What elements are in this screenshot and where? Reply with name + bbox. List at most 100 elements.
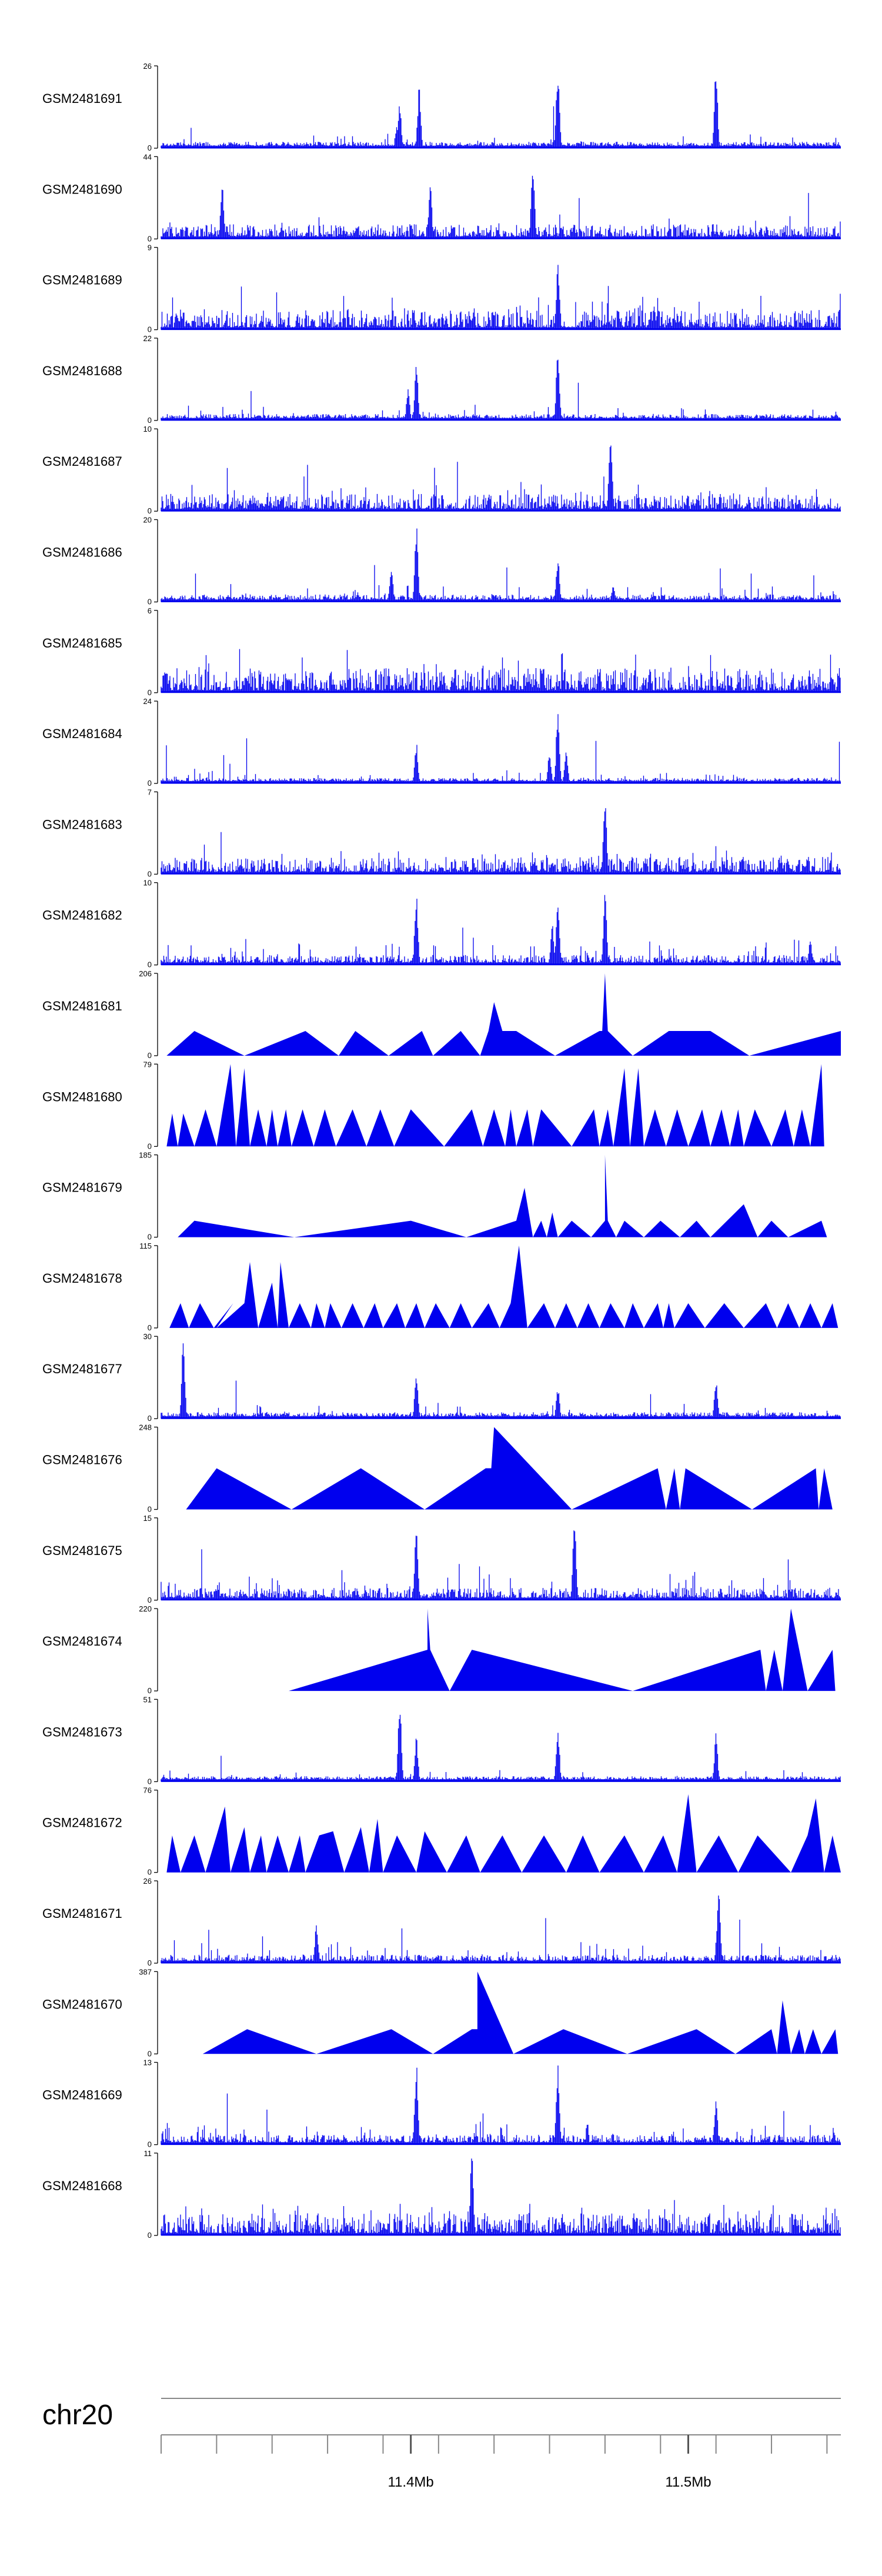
track-name-label: GSM2481678 [42,1271,122,1286]
track-GSM2481685: GSM2481685 6 0 [42,606,841,697]
track-name-label: GSM2481691 [42,91,122,106]
y-max-label: 11 [144,2149,152,2158]
y-max-label: 22 [143,334,152,343]
y-min-label: 0 [148,1596,152,1604]
signal-bars [161,1896,841,1963]
track-name-label: GSM2481684 [42,726,122,741]
y-min-label: 0 [148,1323,152,1332]
y-max-label: 13 [143,2058,152,2067]
y-min-label: 0 [148,688,152,697]
signal-area [178,1154,827,1237]
track-name-label: GSM2481690 [42,182,122,196]
track-GSM2481669: GSM2481669 13 0 [42,2058,841,2149]
y-max-label: 248 [139,1423,152,1432]
track-GSM2481675: GSM2481675 15 0 [42,1514,841,1604]
track-GSM2481687: GSM2481687 10 0 [42,425,841,515]
track-GSM2481672: GSM2481672 76 0 [42,1786,841,1877]
y-max-label: 76 [143,1786,152,1795]
y-max-label: 26 [143,1877,152,1886]
y-max-label: 79 [143,1060,152,1069]
signal-area [169,1245,838,1328]
signal-bars [161,2066,841,2145]
y-min-label: 0 [148,869,152,878]
track-name-label: GSM2481672 [42,1816,122,1830]
track-GSM2481671: GSM2481671 26 0 [42,1877,841,1967]
y-max-label: 20 [143,516,152,525]
track-name-label: GSM2481679 [42,1180,122,1195]
y-min-label: 0 [148,2049,152,2058]
y-max-label: 30 [143,1332,152,1341]
signal-bars [161,81,841,148]
y-min-label: 0 [148,234,152,243]
y-max-label: 6 [148,606,152,615]
chromosome-label: chr20 [42,2400,113,2431]
signal-bars [161,1530,841,1600]
y-max-label: 10 [143,425,152,433]
track-name-label: GSM2481680 [42,1089,122,1104]
ruler-tick-label: 11.4Mb [388,2474,434,2490]
signal-area [166,1794,841,1873]
track-GSM2481673: GSM2481673 51 0 [42,1695,841,1786]
track-name-label: GSM2481669 [42,2088,122,2103]
track-name-label: GSM2481688 [42,363,122,378]
track-name-label: GSM2481670 [42,1997,122,2011]
y-max-label: 24 [143,697,152,706]
track-GSM2481679: GSM2481679 185 0 [42,1151,827,1242]
track-GSM2481674: GSM2481674 220 0 [42,1604,836,1695]
signal-area [202,1971,838,2054]
y-min-label: 0 [148,416,152,425]
track-name-label: GSM2481687 [42,454,122,469]
y-min-label: 0 [148,1051,152,1060]
tracks-layer: GSM2481691260GSM2481690440GSM248168990GS… [42,62,841,2240]
track-name-label: GSM2481673 [42,1724,122,1739]
y-min-label: 0 [148,779,152,788]
track-name-label: GSM2481682 [42,908,122,923]
y-max-label: 206 [139,969,152,978]
y-min-label: 0 [148,598,152,606]
y-min-label: 0 [148,506,152,515]
track-GSM2481668: GSM2481668 11 0 [42,2149,841,2240]
y-max-label: 9 [148,243,152,252]
track-name-label: GSM2481683 [42,817,122,832]
signal-bars [161,1714,841,1782]
track-name-label: GSM2481676 [42,1453,122,1467]
signal-bars [161,714,841,784]
track-name-label: GSM2481686 [42,545,122,560]
track-name-label: GSM2481668 [42,2178,122,2193]
y-max-label: 7 [148,788,152,796]
y-min-label: 0 [148,1686,152,1695]
y-min-label: 0 [148,1233,152,1242]
signal-bars [161,808,841,875]
track-GSM2481686: GSM2481686 20 0 [42,516,841,606]
track-GSM2481680: GSM2481680 79 0 [42,1060,824,1150]
y-min-label: 0 [148,144,152,152]
y-min-label: 0 [148,960,152,969]
track-GSM2481682: GSM2481682 10 0 [42,879,841,969]
signal-bars [161,175,841,239]
y-min-label: 0 [148,1868,152,1877]
y-min-label: 0 [148,1505,152,1514]
signal-bars [161,528,841,602]
track-GSM2481690: GSM2481690 44 0 [42,152,841,243]
y-min-label: 0 [148,2231,152,2240]
track-GSM2481678: GSM2481678 115 0 [42,1242,838,1332]
track-GSM2481684: GSM2481684 24 0 [42,697,841,788]
y-max-label: 185 [139,1151,152,1160]
signal-area [289,1609,836,1691]
y-max-label: 26 [143,62,152,71]
track-GSM2481676: GSM2481676 248 0 [42,1423,833,1514]
y-min-label: 0 [148,1142,152,1150]
signal-bars [161,895,841,965]
y-min-label: 0 [148,2140,152,2149]
track-GSM2481691: GSM2481691 26 0 [42,62,841,152]
y-max-label: 387 [139,1967,152,1976]
track-name-label: GSM2481671 [42,1906,122,1921]
signal-area [166,1064,824,1147]
y-min-label: 0 [148,1958,152,1967]
y-min-label: 0 [148,325,152,334]
signal-bars [161,445,841,512]
y-max-label: 44 [143,152,152,161]
track-GSM2481681: GSM2481681 206 0 [42,969,841,1060]
track-name-label: GSM2481677 [42,1362,122,1376]
